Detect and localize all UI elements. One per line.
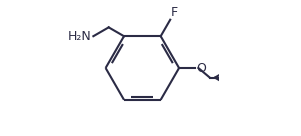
Text: F: F xyxy=(171,6,178,19)
Text: O: O xyxy=(196,61,206,75)
Text: H₂N: H₂N xyxy=(68,30,92,43)
